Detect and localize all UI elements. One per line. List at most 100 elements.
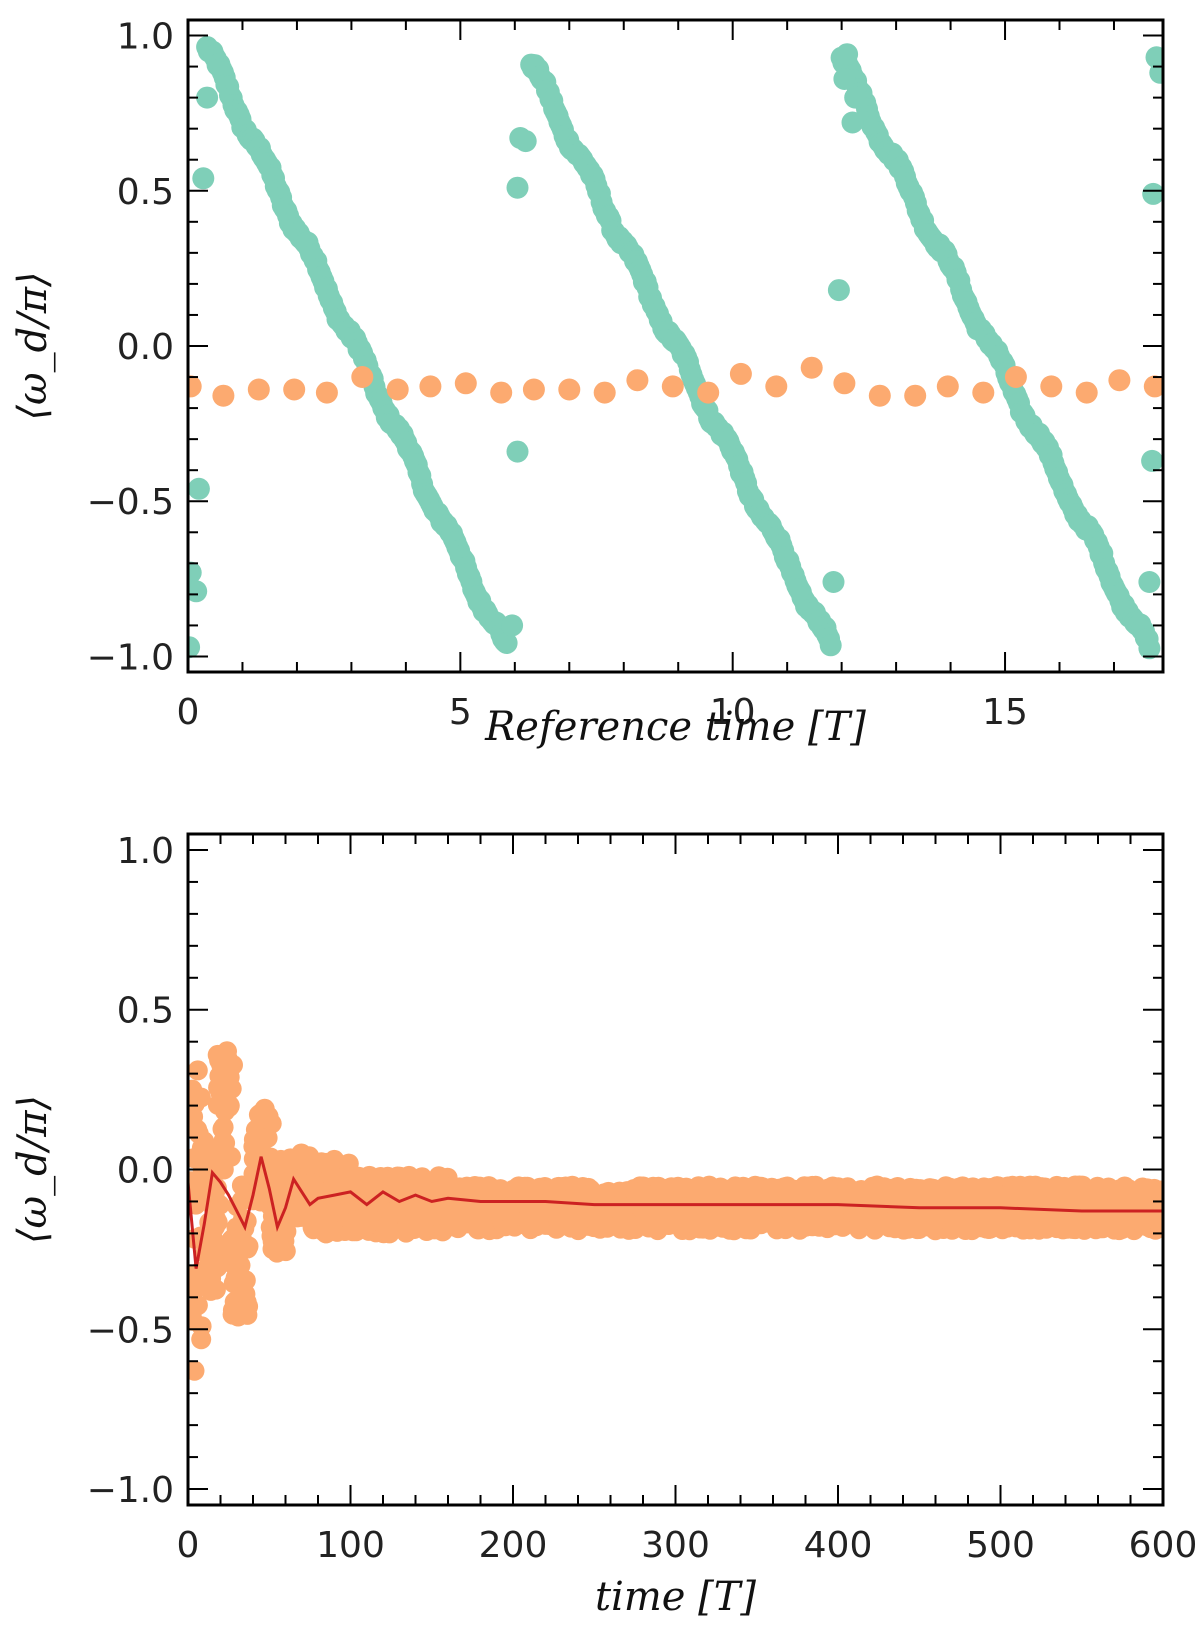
orange-data-point [454, 372, 477, 395]
teal-data-point [844, 86, 867, 109]
orange-data-point [1069, 1175, 1090, 1196]
orange-data-point [760, 1193, 781, 1213]
orange-data-point [364, 1179, 385, 1200]
orange-data-point [904, 384, 927, 407]
orange-data-point [706, 1213, 726, 1234]
x-tick-label: 200 [479, 1525, 548, 1566]
orange-data-point [1075, 381, 1098, 404]
y-tick-label: −1.0 [87, 1470, 174, 1511]
orange-data-point [593, 381, 616, 404]
orange-data-point [988, 1207, 1009, 1228]
teal-data-point [822, 571, 845, 593]
y-tick-label: 0.0 [117, 327, 174, 368]
teal-data-point [841, 111, 864, 134]
orange-data-point [386, 378, 409, 401]
orange-data-point [1143, 1205, 1163, 1226]
orange-data-point [1004, 366, 1027, 388]
teal-data-point [1141, 449, 1163, 472]
orange-data-point [440, 1199, 461, 1220]
orange-data-point [490, 381, 513, 404]
orange-data-point [903, 1181, 924, 1202]
orange-data-point [630, 1181, 651, 1202]
x-tick-label: 100 [316, 1525, 385, 1566]
teal-data-point [192, 167, 215, 190]
plot-area [188, 1041, 1163, 1381]
orange-data-point [676, 1177, 697, 1198]
orange-data-point [923, 1205, 944, 1225]
orange-data-point [235, 1284, 256, 1305]
orange-data-point [724, 1220, 744, 1241]
orange-data-point [254, 1098, 275, 1119]
plot-area [188, 36, 1163, 660]
orange-data-point [582, 1208, 603, 1229]
orange-data-point [1107, 1219, 1128, 1240]
orange-data-point [283, 378, 306, 401]
orange-data-point [237, 1238, 258, 1259]
x-axis-title: time [T] [595, 1574, 756, 1620]
orange-data-point [1088, 1177, 1108, 1198]
y-tick-label: 0.5 [117, 172, 174, 213]
y-axis-title: ⟨ω_d/π⟩ [10, 1095, 56, 1244]
orange-data-point [1054, 1183, 1075, 1204]
teal-data-point [833, 68, 856, 90]
orange-data-point [267, 1242, 287, 1263]
orange-data-point [737, 1187, 758, 1208]
orange-data-point [684, 1204, 705, 1225]
orange-data-point [558, 378, 581, 401]
teal-data-point [495, 632, 518, 654]
orange-data-point [897, 1200, 918, 1221]
orange-data-point [243, 1136, 264, 1157]
y-tick-label: 0.5 [117, 991, 174, 1032]
orange-data-point [655, 1208, 676, 1228]
top-panel: 1.0 0.5 0.0 −0.5 −1.00 5 10 15 Reference time [T… [10, 17, 1165, 750]
x-tick-label: 0 [177, 692, 200, 733]
teal-data-point [1149, 61, 1163, 84]
teal-data-point [188, 580, 208, 603]
y-axis-title: ⟨ω_d/π⟩ [10, 271, 56, 420]
x-tick-label: 600 [1129, 1525, 1198, 1566]
teal-data-point [819, 634, 842, 657]
y-tick-label: 1.0 [117, 17, 174, 58]
orange-data-point [188, 1060, 208, 1081]
orange-data-point [522, 378, 545, 401]
orange-data-point [1059, 1212, 1080, 1232]
teal-data-point [188, 561, 202, 584]
running-average-line [188, 1156, 1163, 1269]
orange-data-point [452, 1213, 473, 1234]
orange-data-point [936, 375, 959, 398]
orange-data-point [800, 356, 823, 379]
orange-data-point [697, 381, 720, 404]
orange-data-point [188, 1360, 205, 1381]
x-tick-label: 0 [177, 1525, 200, 1566]
orange-data-point [221, 1078, 242, 1099]
y-tick-label: 1.0 [117, 831, 174, 872]
orange-data-point [761, 1177, 782, 1198]
orange-data-point [212, 384, 235, 407]
orange-data-point [262, 1206, 283, 1227]
orange-data-point [215, 1133, 236, 1153]
orange-data-point [766, 1219, 787, 1240]
teal-data-point [506, 440, 529, 463]
orange-data-point [535, 1180, 556, 1201]
orange-data-point [553, 1207, 573, 1228]
orange-data-point [464, 1186, 485, 1207]
orange-data-point [499, 1203, 520, 1224]
x-axis-title: Reference time [T] [484, 704, 866, 750]
orange-data-point [1088, 1208, 1109, 1228]
orange-data-point [833, 372, 856, 395]
x-tick-label: 15 [982, 692, 1028, 733]
x-tick-label: 5 [449, 692, 472, 733]
teal-data-point [196, 86, 219, 109]
orange-data-point [1040, 375, 1063, 398]
orange-data-point [1143, 375, 1163, 398]
x-tick-label: 300 [641, 1525, 710, 1566]
orange-data-point [399, 1165, 419, 1186]
orange-data-point [649, 1181, 670, 1202]
teal-data-point [506, 176, 529, 199]
orange-data-point [1108, 369, 1131, 392]
orange-data-point [1073, 1211, 1094, 1232]
teal-data-point [514, 130, 537, 153]
orange-data-point [565, 1178, 586, 1199]
teal-data-point [188, 636, 201, 659]
